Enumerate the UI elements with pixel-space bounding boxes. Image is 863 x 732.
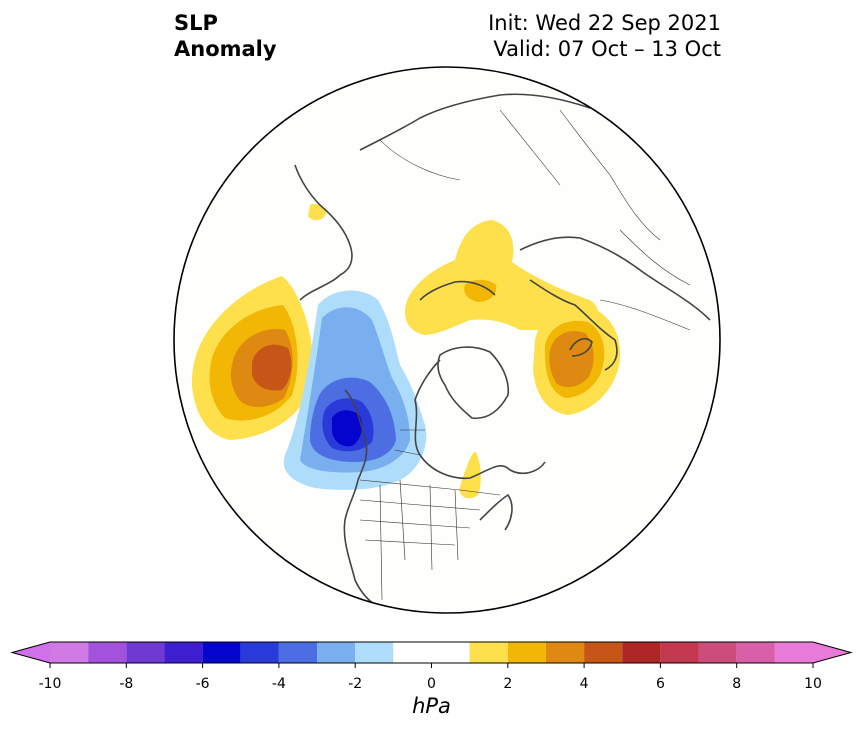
colorbar-tick-label: 4 — [580, 676, 589, 692]
colorbar-tick-label: -10 — [39, 676, 62, 692]
colorbar-extend-low — [12, 642, 50, 663]
colorbar-cell — [469, 642, 508, 663]
colorbar-cell — [240, 642, 279, 663]
init-date: Init: Wed 22 Sep 2021 — [488, 11, 721, 35]
colorbar-tick-label: -6 — [196, 676, 210, 692]
colorbar-tick-label: -4 — [272, 676, 286, 692]
colorbar-cell — [50, 642, 89, 663]
colorbar-tick-label: -8 — [119, 676, 133, 692]
anomaly-gulf-of-alaska-low — [283, 290, 427, 490]
colorbar-cell — [202, 642, 241, 663]
title-anomaly: Anomaly — [174, 37, 277, 61]
colorbar-cell — [660, 642, 699, 663]
valid-range: Valid: 07 Oct – 13 Oct — [493, 37, 721, 61]
colorbar-cell — [622, 642, 661, 663]
colorbar-extend-high — [813, 642, 851, 663]
title-left: SLP Anomaly — [174, 10, 277, 62]
colorbar-tick-label: 8 — [732, 676, 741, 692]
anomaly-hudson-bay-high — [308, 203, 481, 499]
polar-map — [173, 66, 721, 614]
colorbar-cell — [88, 642, 127, 663]
anomaly-north-pacific-high — [191, 276, 314, 440]
colorbar-cell — [393, 642, 470, 663]
colorbar-tick-label: 6 — [656, 676, 665, 692]
colorbar-tick-label: 2 — [503, 676, 512, 692]
colorbar-cell — [278, 642, 318, 663]
political-borders — [359, 109, 691, 601]
colorbar-tick-label: 10 — [804, 676, 822, 692]
anomaly-siberia-high — [405, 220, 599, 335]
colorbar-cell — [355, 642, 394, 663]
colorbar-cell — [126, 642, 165, 663]
colorbar-cell — [698, 642, 737, 663]
colorbar-cell — [317, 642, 356, 663]
colorbar-unit: hPa — [412, 694, 451, 718]
coastlines — [294, 93, 711, 611]
title-right: Init: Wed 22 Sep 2021 Valid: 07 Oct – 13… — [488, 10, 721, 62]
colorbar-cell — [774, 642, 813, 663]
colorbar-tick-label: -2 — [348, 676, 362, 692]
map-boundary — [173, 66, 721, 614]
title-variable: SLP — [174, 11, 218, 35]
colorbar-cell — [736, 642, 775, 663]
colorbar-cell — [545, 642, 585, 663]
colorbar-tick-label: 0 — [427, 676, 436, 692]
colorbar-cell — [164, 642, 203, 663]
colorbar-cell — [507, 642, 546, 663]
colorbar-cell — [584, 642, 623, 663]
